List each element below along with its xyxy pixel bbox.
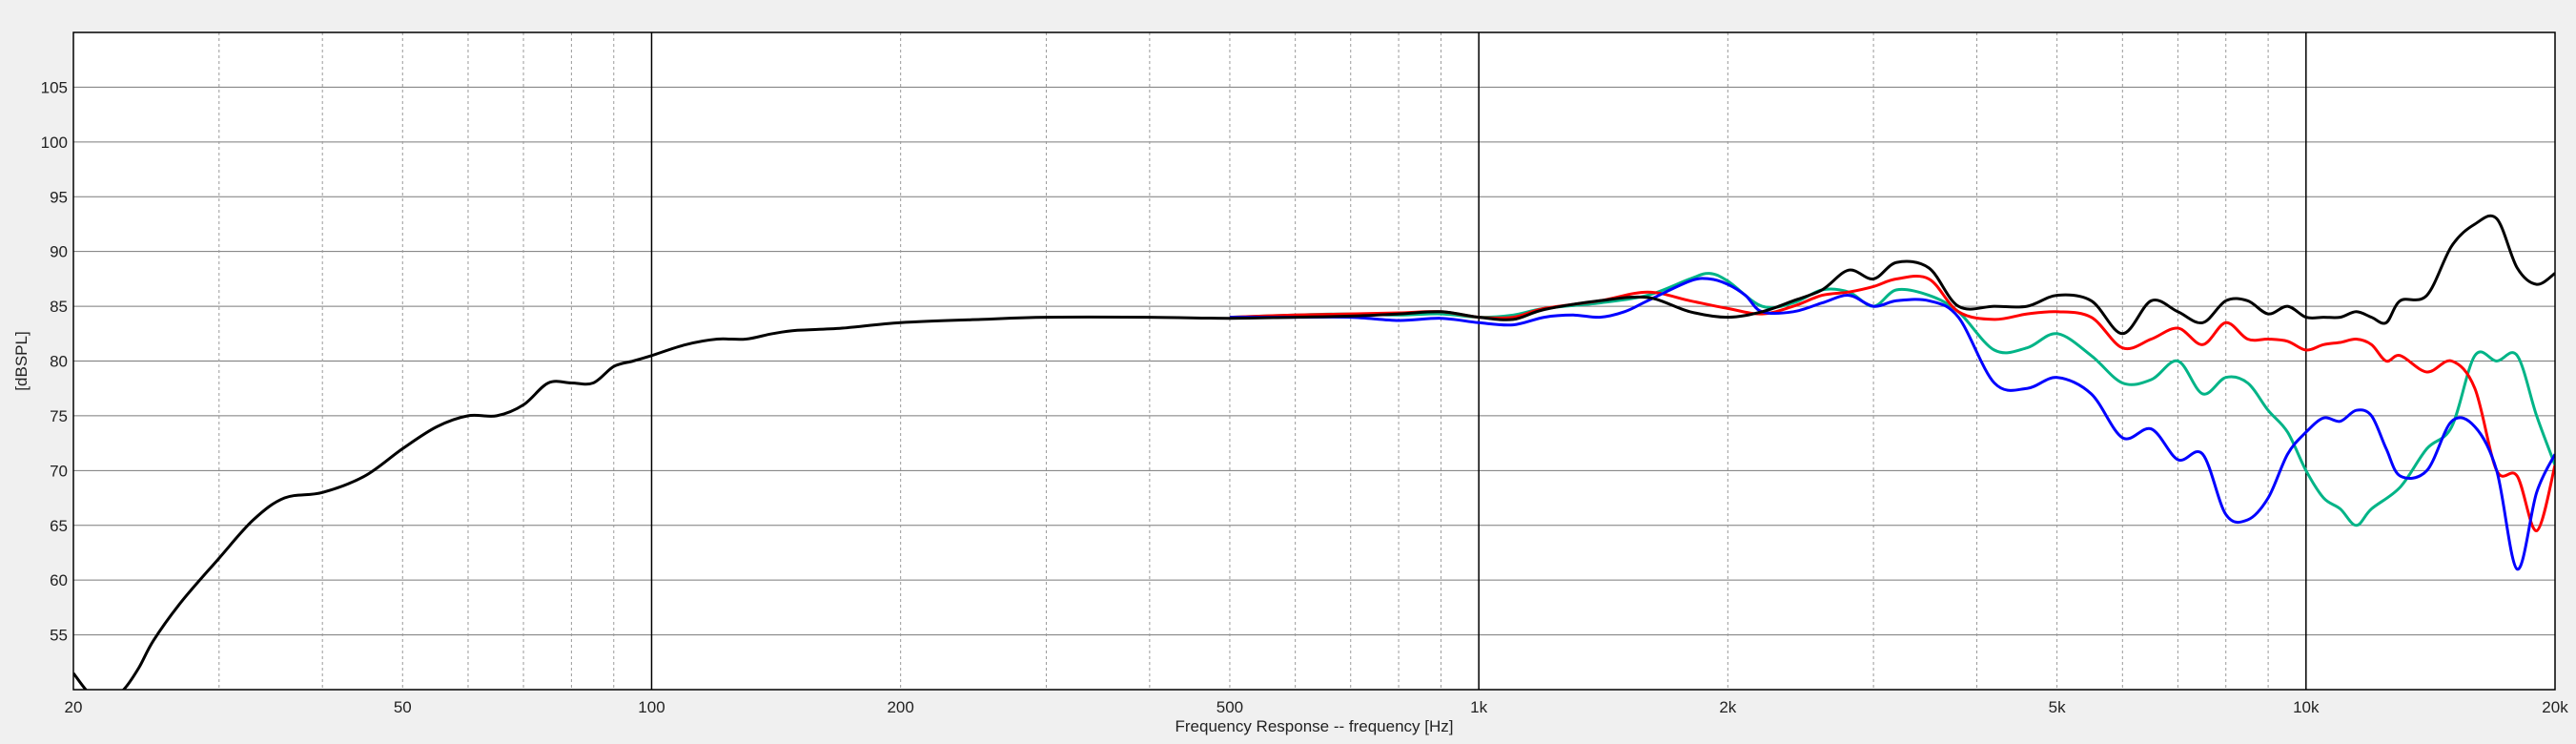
y-tick-label: 90 (50, 243, 68, 261)
y-tick-label: 105 (41, 78, 68, 96)
y-tick-label: 55 (50, 627, 68, 645)
x-tick-label: 200 (887, 698, 913, 716)
series-line-4 (73, 214, 2555, 690)
y-tick-label: 65 (50, 517, 68, 535)
y-tick-label: 70 (50, 462, 68, 480)
series-lines (73, 214, 2555, 690)
x-tick-label: 20k (2542, 698, 2568, 716)
x-tick-label: 500 (1216, 698, 1243, 716)
series-line-3 (1229, 277, 2555, 571)
x-tick-label: 50 (394, 698, 412, 716)
y-tick-label: 100 (41, 134, 68, 152)
y-tick-label: 85 (50, 298, 68, 316)
x-tick-label: 100 (638, 698, 664, 716)
x-tick-label: 20 (65, 698, 83, 716)
x-tick-label: 10k (2293, 698, 2320, 716)
plot-frame (72, 31, 2556, 691)
tick-labels: 20 50 100 200 500 1k 2k 5k 10k 20k 55 60 65 70 75 80 85 9… (41, 78, 2569, 716)
x-tick-label: 2k (1719, 698, 1736, 716)
y-axis-title: [dBSPL] (12, 331, 31, 390)
x-tick-label: 1k (1470, 698, 1487, 716)
x-tick-label: 5k (2049, 698, 2066, 716)
x-axis-title: Frequency Response -- frequency [Hz] (1176, 717, 1454, 735)
y-tick-label: 75 (50, 407, 68, 425)
y-tick-label: 95 (50, 188, 68, 206)
grid (73, 32, 2555, 690)
y-tick-label: 80 (50, 353, 68, 371)
y-tick-label: 60 (50, 571, 68, 589)
